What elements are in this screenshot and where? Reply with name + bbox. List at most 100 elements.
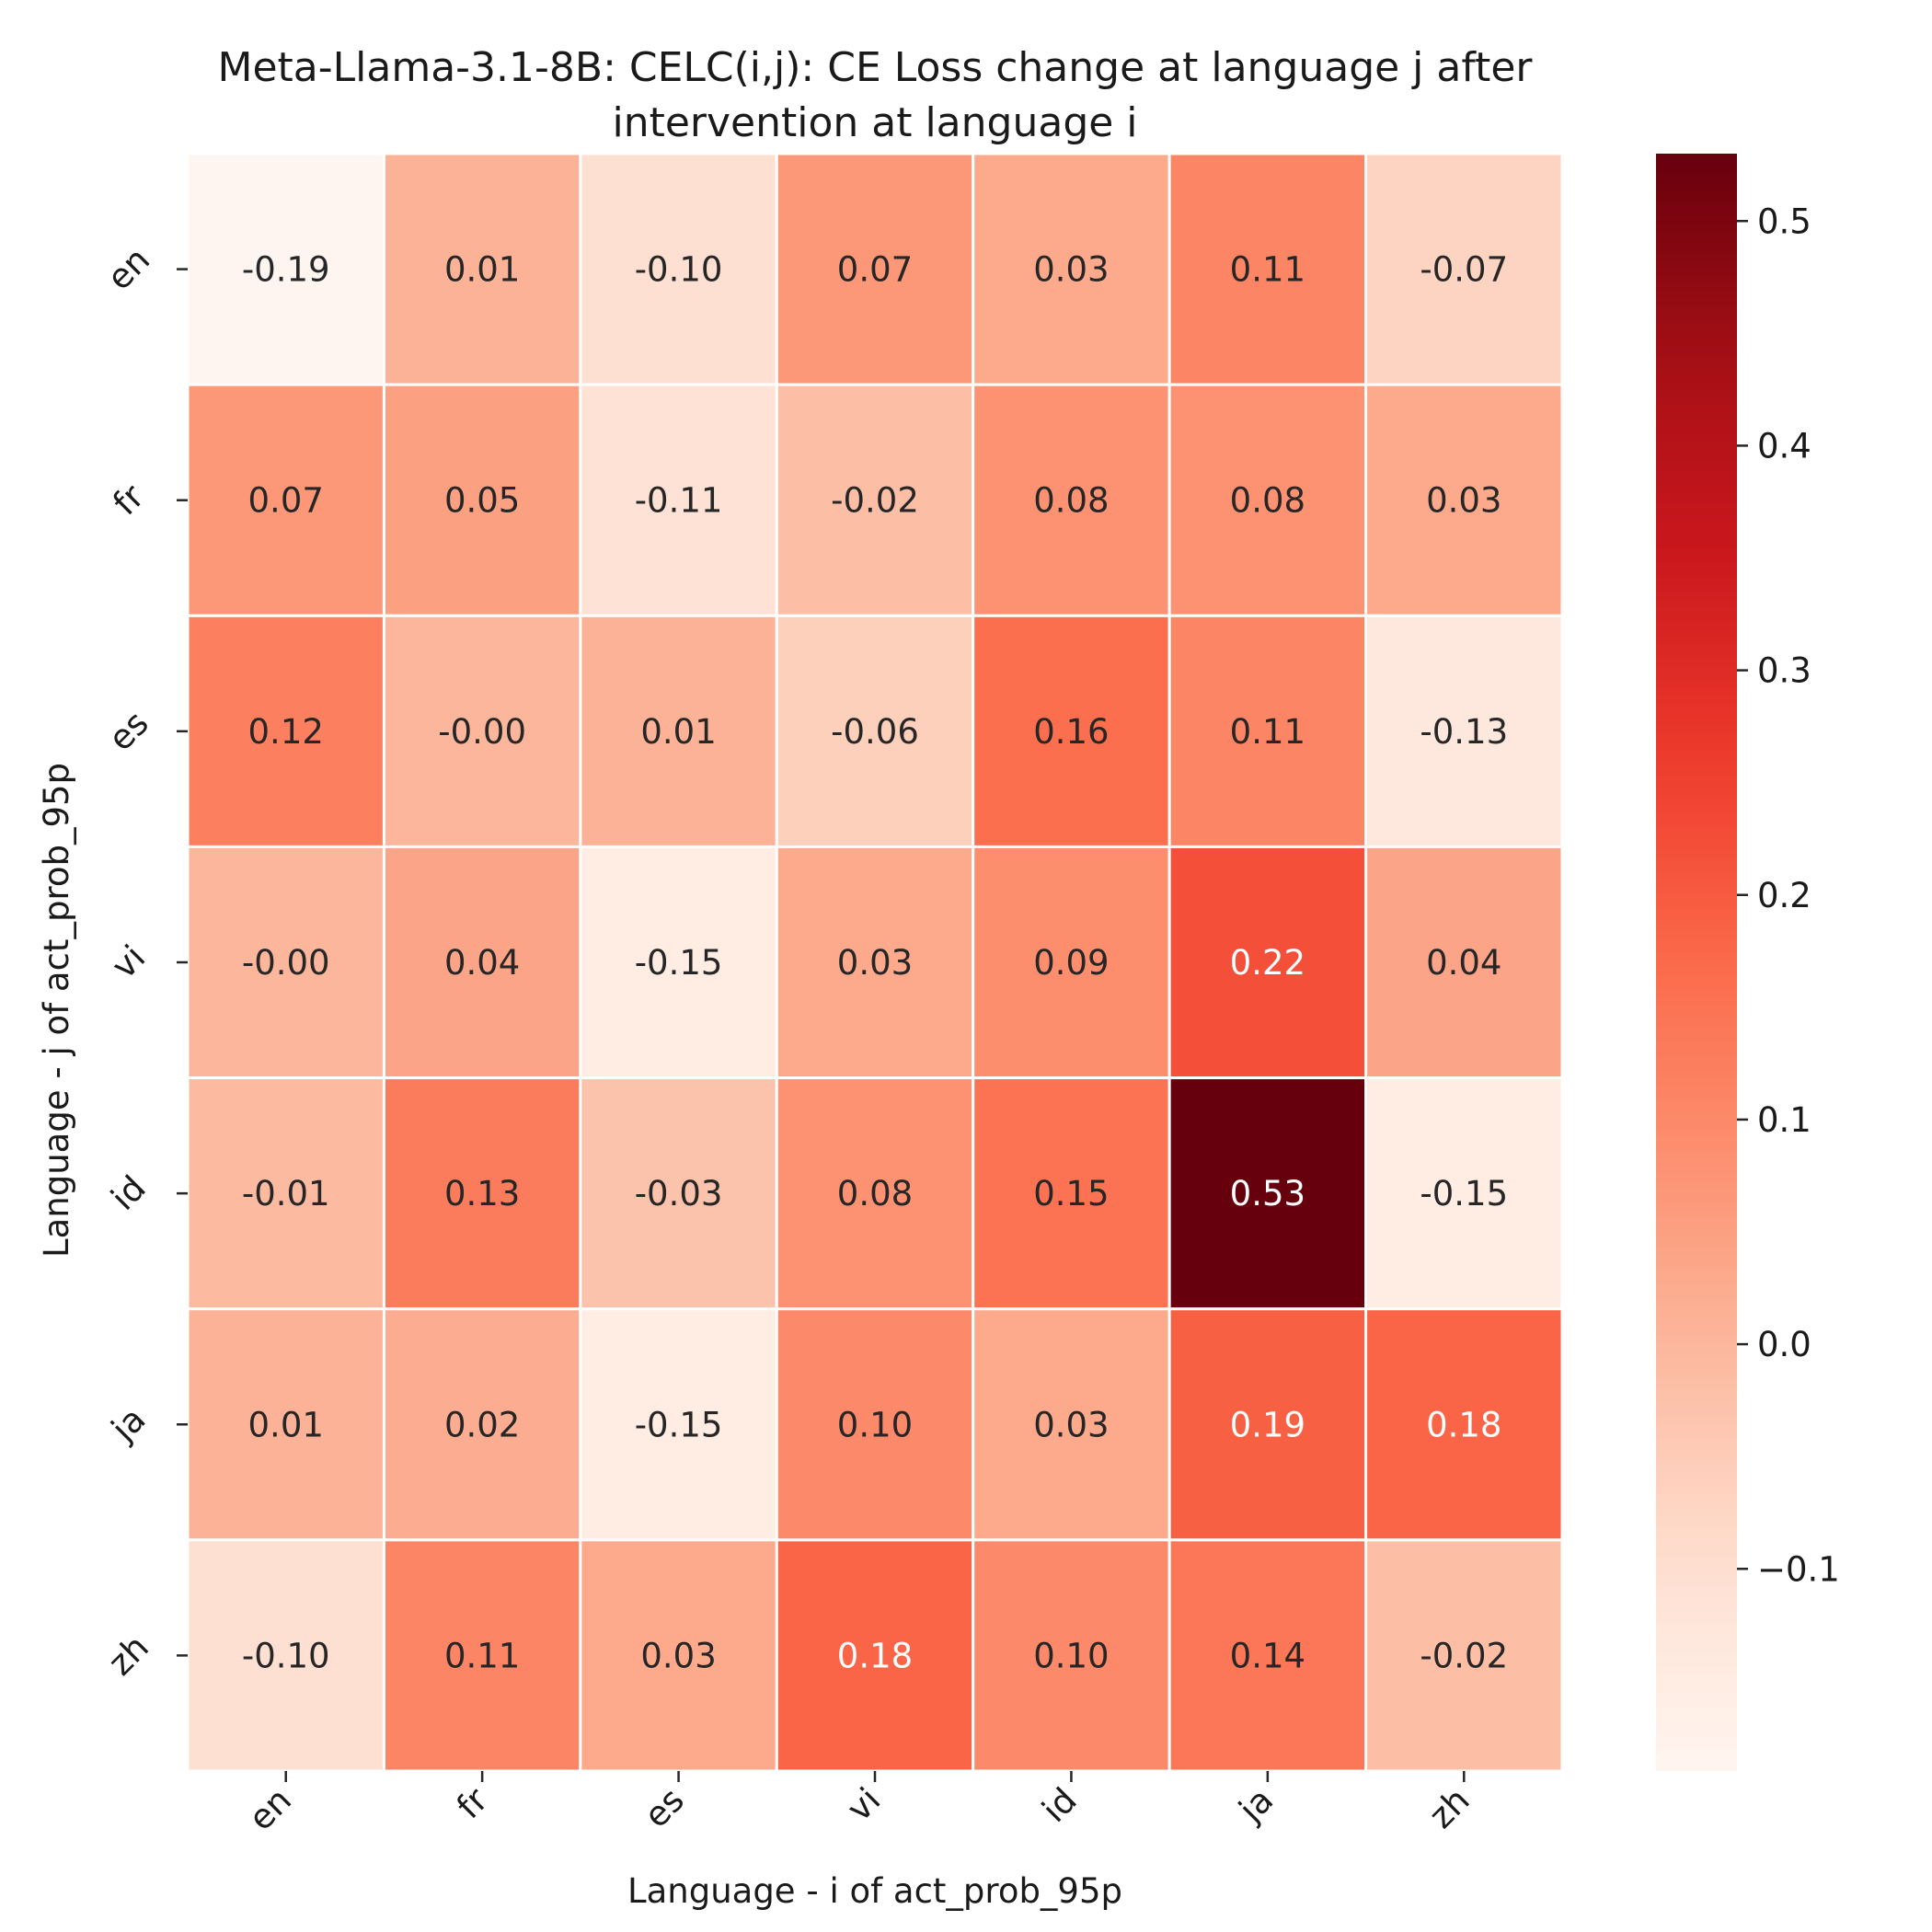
y-axis-ticks: en fr es vi id ja zh — [99, 240, 188, 1683]
cell-value-label: -0.15 — [635, 1405, 723, 1444]
heatmap-cell-en-fr — [382, 152, 582, 386]
heatmap-cell-en-id — [972, 152, 1171, 386]
cell-value-label: 0.10 — [837, 1405, 913, 1444]
cell-value-label: 0.07 — [837, 250, 913, 290]
chart-title-line2: intervention at language i — [612, 99, 1137, 146]
heatmap-cell-ja-id — [972, 1307, 1171, 1542]
colorbar-tick-label: 0.4 — [1757, 426, 1811, 466]
cell-value-label: -0.00 — [438, 712, 526, 752]
cell-value-label: 0.22 — [1230, 943, 1305, 983]
y-tick-label: id — [104, 1168, 154, 1218]
x-tick-label: ja — [1231, 1780, 1281, 1830]
cell-value-label: 0.02 — [444, 1405, 520, 1444]
heatmap-cell-zh-ja — [1167, 1538, 1368, 1773]
heatmap-cell-vi-ja — [1167, 845, 1368, 1080]
y-tick-label: vi — [104, 937, 153, 986]
cell-value-label: 0.08 — [1033, 481, 1109, 521]
x-tick-label: fr — [449, 1779, 496, 1826]
heatmap-cell-es-fr — [382, 614, 582, 848]
cell-value-label: 0.16 — [1033, 712, 1109, 752]
heatmap-cell-ja-en — [186, 1307, 385, 1542]
cell-value-label: 0.12 — [248, 712, 324, 752]
colorbar-tick-label: 0.1 — [1757, 1100, 1811, 1140]
cell-value-label: -0.03 — [635, 1174, 723, 1213]
cell-value-label: 0.01 — [640, 712, 716, 752]
y-tick-label: ja — [103, 1399, 153, 1449]
cell-value-label: 0.03 — [640, 1636, 716, 1675]
heatmap-cell-zh-zh — [1364, 1538, 1564, 1773]
x-tick-label: en — [241, 1780, 299, 1838]
cell-value-label: 0.03 — [1033, 1405, 1109, 1444]
heatmap-cell-ja-es — [579, 1307, 778, 1542]
cell-value-label: 0.03 — [1033, 250, 1109, 290]
cell-value-label: -0.10 — [242, 1636, 330, 1675]
heatmap-cells — [186, 152, 1564, 1773]
colorbar-tick-label: 0.0 — [1757, 1325, 1811, 1364]
cell-value-label: -0.11 — [635, 481, 723, 521]
heatmap-cell-es-vi — [775, 614, 975, 848]
heatmap-cell-en-vi — [775, 152, 975, 386]
y-tick-label: en — [99, 240, 157, 298]
heatmap-cell-es-id — [972, 614, 1171, 848]
cell-value-label: 0.15 — [1033, 1174, 1109, 1213]
cell-value-label: 0.11 — [1230, 712, 1305, 752]
y-axis-label: Language - j of act_prob_95p — [37, 763, 76, 1258]
heatmap-cell-en-es — [579, 152, 778, 386]
heatmap-cell-en-en — [186, 152, 385, 386]
x-tick-label: zh — [1421, 1780, 1478, 1836]
cell-value-label: 0.10 — [1033, 1636, 1109, 1675]
cell-value-label: -0.06 — [831, 712, 919, 752]
x-axis-ticks: en fr es vi id ja zh — [241, 1771, 1478, 1838]
y-tick-label: fr — [105, 477, 152, 523]
x-tick-label: vi — [839, 1780, 888, 1829]
heatmap-cell-fr-id — [972, 383, 1171, 617]
heatmap-cell-id-en — [186, 1076, 385, 1311]
heatmap-cell-id-es — [579, 1076, 778, 1311]
heatmap-cell-es-zh — [1364, 614, 1564, 848]
cell-value-label: 0.08 — [1230, 481, 1305, 521]
cell-value-label: -0.15 — [635, 943, 723, 983]
heatmap-cell-fr-zh — [1364, 383, 1564, 617]
colorbar — [1656, 154, 1737, 1771]
heatmap-cell-id-zh — [1364, 1076, 1564, 1311]
cell-value-label: 0.04 — [1426, 943, 1501, 983]
heatmap-cell-fr-es — [579, 383, 778, 617]
cell-value-label: 0.03 — [837, 943, 913, 983]
cell-value-label: -0.02 — [1420, 1636, 1508, 1675]
colorbar-ticks: 0.5 0.4 0.3 0.2 0.1 0.0 −0.1 — [1737, 201, 1840, 1589]
heatmap-cell-es-ja — [1167, 614, 1368, 848]
heatmap-cell-vi-vi — [775, 845, 975, 1080]
colorbar-tick-label: −0.1 — [1757, 1549, 1840, 1589]
cell-value-label: 0.08 — [837, 1174, 913, 1213]
heatmap-cell-vi-en — [186, 845, 385, 1080]
cell-value-label: 0.14 — [1230, 1636, 1305, 1675]
heatmap-cell-zh-es — [579, 1538, 778, 1773]
heatmap-cell-zh-vi — [775, 1538, 975, 1773]
cell-value-label: -0.07 — [1420, 250, 1508, 290]
x-tick-label: id — [1035, 1780, 1085, 1830]
cell-value-label: 0.11 — [444, 1636, 520, 1675]
heatmap-cell-vi-fr — [382, 845, 582, 1080]
heatmap-cell-labels: -0.19 0.01 -0.10 0.07 0.03 0.11 -0.07 0.07 0.05 -… — [242, 250, 1508, 1676]
cell-value-label: -0.02 — [831, 481, 919, 521]
cell-value-label: 0.07 — [248, 481, 324, 521]
cell-value-label: 0.05 — [444, 481, 520, 521]
cell-value-label: 0.03 — [1426, 481, 1501, 521]
cell-value-label: -0.15 — [1420, 1174, 1508, 1213]
heatmap-cell-ja-fr — [382, 1307, 582, 1542]
heatmap-cell-vi-zh — [1364, 845, 1564, 1080]
cell-value-label: 0.53 — [1230, 1174, 1305, 1213]
heatmap-cell-zh-en — [186, 1538, 385, 1773]
x-axis-label: Language - i of act_prob_95p — [627, 1871, 1122, 1911]
heatmap-cell-en-ja — [1167, 152, 1368, 386]
cell-value-label: -0.01 — [242, 1174, 330, 1213]
cell-value-label: -0.13 — [1420, 712, 1508, 752]
cell-value-label: 0.18 — [1426, 1405, 1501, 1444]
cell-value-label: 0.01 — [248, 1405, 324, 1444]
heatmap-cell-es-es — [579, 614, 778, 848]
cell-value-label: -0.10 — [635, 250, 723, 290]
cell-value-label: 0.19 — [1230, 1405, 1305, 1444]
x-tick-label: es — [637, 1780, 692, 1835]
colorbar-tick-label: 0.3 — [1757, 651, 1811, 691]
